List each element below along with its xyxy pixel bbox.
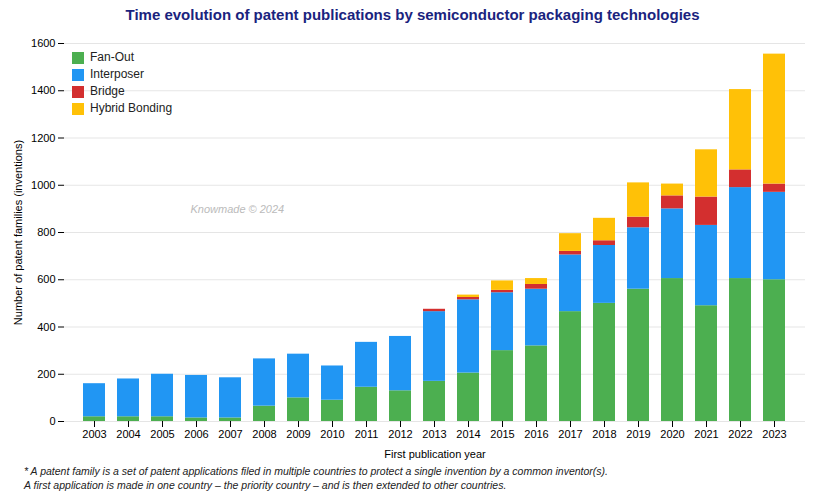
svg-text:2003: 2003	[82, 428, 106, 440]
svg-text:2018: 2018	[592, 428, 616, 440]
svg-text:First publication year: First publication year	[384, 448, 486, 460]
svg-text:2021: 2021	[694, 428, 718, 440]
svg-text:400: 400	[37, 321, 55, 333]
svg-text:2022: 2022	[728, 428, 752, 440]
html-text:Fan-Out: Fan-Out	[90, 50, 134, 64]
svg-text:2006: 2006	[184, 428, 208, 440]
svg-text:200: 200	[37, 368, 55, 380]
svg-text:600: 600	[37, 273, 55, 285]
html-text:Time evolution of patent publi: Time evolution of patent publications by…	[125, 6, 700, 23]
svg-text:2005: 2005	[150, 428, 174, 440]
html-text:Interposer: Interposer	[90, 67, 144, 81]
svg-text:2004: 2004	[116, 428, 140, 440]
svg-text:1200: 1200	[31, 132, 55, 144]
svg-text:Number of patent families (inv: Number of patent families (inventions)	[12, 140, 24, 325]
svg-text:2010: 2010	[320, 428, 344, 440]
html-text:Bridge: Bridge	[90, 84, 125, 98]
svg-text:2012: 2012	[388, 428, 412, 440]
svg-text:2015: 2015	[490, 428, 514, 440]
svg-text:2023: 2023	[762, 428, 786, 440]
svg-text:2008: 2008	[252, 428, 276, 440]
html-text:* A patent family is a set of: * A patent family is a set of patent app…	[24, 465, 608, 491]
svg-text:800: 800	[37, 226, 55, 238]
svg-text:2013: 2013	[422, 428, 446, 440]
svg-text:2007: 2007	[218, 428, 242, 440]
svg-text:2014: 2014	[456, 428, 480, 440]
svg-text:2017: 2017	[558, 428, 582, 440]
svg-text:2020: 2020	[660, 428, 684, 440]
svg-text:Knowmade © 2024: Knowmade © 2024	[190, 203, 284, 215]
svg-text:2009: 2009	[286, 428, 310, 440]
html-text:Hybrid Bonding: Hybrid Bonding	[90, 101, 173, 115]
svg-text:1600: 1600	[31, 37, 55, 49]
svg-text:2016: 2016	[524, 428, 548, 440]
svg-text:2019: 2019	[626, 428, 650, 440]
svg-text:2011: 2011	[355, 428, 379, 440]
svg-text:1000: 1000	[31, 179, 55, 191]
svg-text:0: 0	[49, 415, 55, 427]
svg-text:1400: 1400	[31, 84, 55, 96]
